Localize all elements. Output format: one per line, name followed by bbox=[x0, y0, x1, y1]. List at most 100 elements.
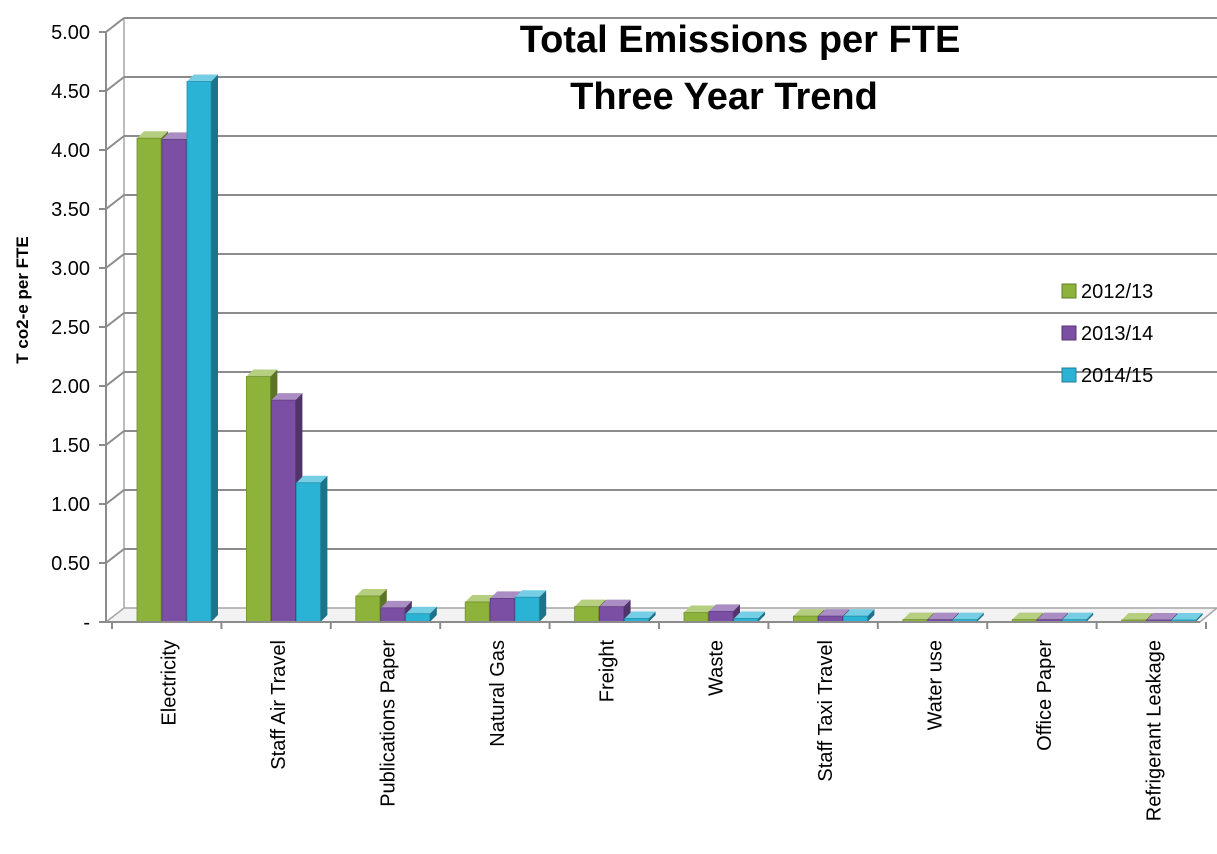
bar bbox=[708, 610, 734, 623]
bar-top bbox=[1062, 612, 1094, 620]
legend-label: 2012/13 bbox=[1081, 281, 1153, 303]
y-tick-label: 3.00 bbox=[51, 258, 90, 280]
legend: 2012/13 2013/14 2014/15 bbox=[1061, 281, 1153, 387]
bar-top bbox=[1037, 612, 1069, 620]
y-tick-label: 0.50 bbox=[51, 553, 90, 575]
y-axis: - 0.50 1.00 1.50 2.00 2.50 3.00 3.50 4.00 4.50 5.0… bbox=[51, 22, 107, 634]
bar bbox=[683, 612, 709, 623]
bar-side bbox=[758, 611, 765, 622]
x-tick-label: Electricity bbox=[159, 640, 181, 726]
bars bbox=[136, 74, 1203, 623]
x-tick-label: Publications Paper bbox=[378, 640, 400, 807]
bar-side bbox=[976, 612, 984, 622]
x-tick-label: Office Paper bbox=[1034, 640, 1056, 751]
y-tick-label: 1.50 bbox=[51, 435, 90, 457]
bar-side bbox=[1195, 613, 1203, 622]
gridline-side bbox=[105, 312, 125, 328]
legend-label: 2013/14 bbox=[1081, 323, 1153, 345]
bar bbox=[186, 81, 212, 623]
x-tick-label: Waste bbox=[706, 640, 728, 696]
bar-top bbox=[624, 611, 656, 619]
bar bbox=[574, 606, 599, 623]
x-tick-label: Natural Gas bbox=[487, 640, 509, 747]
bar-top bbox=[246, 369, 278, 377]
bar bbox=[161, 138, 187, 623]
bar-top bbox=[162, 132, 193, 140]
gridline-side bbox=[105, 489, 125, 505]
bar-side bbox=[648, 611, 656, 622]
bar-side bbox=[320, 475, 328, 622]
bar-side bbox=[539, 590, 547, 622]
legend-swatch bbox=[1061, 325, 1077, 341]
bar bbox=[464, 601, 490, 623]
gridline-side bbox=[105, 371, 125, 387]
bar-top bbox=[709, 604, 740, 612]
bar-side bbox=[429, 606, 437, 622]
bar bbox=[405, 613, 431, 623]
x-axis: Electricity Staff Air Travel Publications … bbox=[106, 621, 1207, 821]
bar-top bbox=[271, 393, 303, 401]
bar-side bbox=[733, 604, 740, 622]
bar-top bbox=[574, 599, 606, 607]
bar-top bbox=[902, 612, 934, 620]
bar-top bbox=[599, 599, 631, 607]
bar bbox=[136, 137, 162, 623]
bar-top bbox=[1146, 613, 1178, 620]
bar-top bbox=[137, 131, 168, 139]
y-tick-label: 2.00 bbox=[51, 376, 90, 398]
x-tick-label: Water use bbox=[925, 640, 947, 730]
bar-top bbox=[793, 609, 825, 617]
bar-side bbox=[1086, 612, 1094, 622]
x-tick-label: Staff Air Travel bbox=[268, 640, 290, 770]
x-tick-label: Freight bbox=[596, 640, 618, 703]
bar-top bbox=[296, 475, 328, 483]
bar bbox=[514, 596, 540, 623]
y-tick-label: 3.50 bbox=[51, 199, 90, 221]
bar-top bbox=[380, 600, 412, 608]
y-axis-label: T co2-e per FTE bbox=[13, 236, 32, 364]
bar-top bbox=[952, 612, 984, 620]
legend-swatch bbox=[1061, 283, 1077, 299]
y-tick-label: 4.00 bbox=[51, 140, 90, 162]
bar-top bbox=[684, 605, 715, 613]
gridline-side bbox=[105, 430, 125, 446]
bar bbox=[380, 607, 406, 623]
gridline-side bbox=[105, 194, 125, 210]
bar bbox=[295, 482, 321, 623]
bar-top bbox=[1121, 613, 1153, 620]
bar-top bbox=[405, 606, 437, 614]
bar-top bbox=[818, 609, 850, 617]
gridline-side bbox=[105, 76, 125, 92]
legend-label: 2014/15 bbox=[1081, 365, 1153, 387]
bar bbox=[245, 376, 271, 623]
bar-top bbox=[515, 590, 547, 598]
bar-side bbox=[867, 609, 875, 622]
x-tick-label: Staff Taxi Travel bbox=[815, 640, 837, 782]
bar bbox=[489, 598, 515, 623]
bar-top bbox=[843, 609, 875, 617]
gridline-side bbox=[105, 548, 125, 564]
x-tick-label: Refrigerant Leakage bbox=[1143, 640, 1165, 821]
bar-top bbox=[1012, 612, 1044, 620]
bar-top bbox=[734, 611, 765, 619]
bar bbox=[270, 399, 296, 623]
bar-top bbox=[1171, 613, 1203, 620]
legend-swatch bbox=[1061, 367, 1077, 383]
bar-top bbox=[187, 74, 218, 82]
gridline-side bbox=[105, 135, 125, 151]
gridline-side bbox=[105, 17, 125, 33]
bar-top bbox=[355, 589, 387, 597]
chart-title: Total Emissions per FTE bbox=[520, 19, 961, 61]
bar-top bbox=[927, 612, 959, 620]
bar-top bbox=[465, 594, 497, 602]
y-tick-label: 5.00 bbox=[51, 22, 90, 44]
bar bbox=[355, 595, 381, 623]
y-tick-label: 1.00 bbox=[51, 494, 90, 516]
y-tick-label: 2.50 bbox=[51, 317, 90, 339]
bar bbox=[599, 606, 624, 623]
bar-side bbox=[211, 74, 218, 622]
y-tick-label: - bbox=[83, 612, 90, 634]
gridline-side bbox=[105, 253, 125, 269]
bar-top bbox=[490, 591, 522, 599]
